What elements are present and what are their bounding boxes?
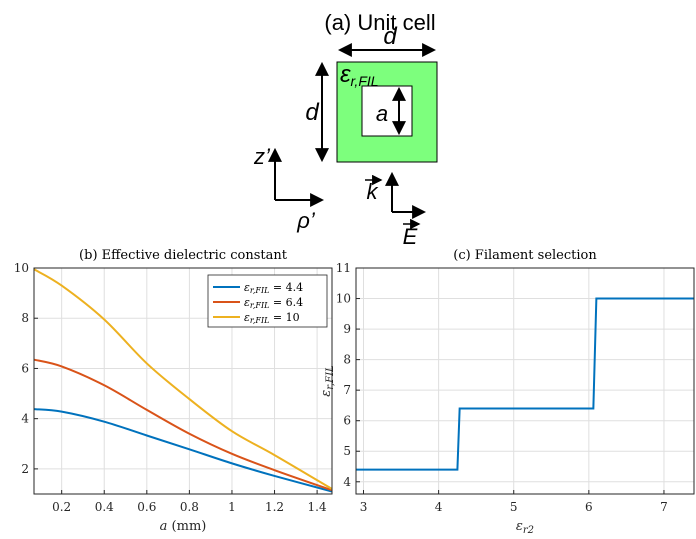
legend-entry-2: εr,FIL = 6.4 [244, 296, 303, 310]
chart-b-title: (b) Effective dielectric constant [79, 248, 288, 263]
label-d-left: d [305, 99, 319, 126]
y-tick-label: 11 [336, 261, 351, 275]
chart-b-xlabel: a (mm) [160, 519, 207, 534]
chart-b-axes-box [33, 267, 333, 495]
y-tick-label: 6 [343, 414, 351, 428]
x-tick-label: 1.4 [308, 500, 327, 514]
chart-c-axes-box [355, 267, 695, 495]
legend-entry-3: εr,FIL = 10 [244, 311, 300, 325]
x-tick-label: 4 [435, 500, 443, 514]
y-tick-label: 10 [336, 292, 351, 306]
x-tick-label: 0.4 [95, 500, 114, 514]
chart-c-xlabel: εr2 [516, 519, 534, 536]
label-rho-prime: ρ’ [296, 208, 316, 233]
y-tick-label: 5 [343, 444, 351, 458]
label-z-prime: z’ [253, 144, 271, 169]
label-k: k [367, 179, 379, 204]
x-tick-label: 3 [360, 500, 368, 514]
x-tick-label: 0.2 [52, 500, 71, 514]
y-tick-label: 4 [343, 475, 351, 489]
y-tick-label: 6 [21, 361, 29, 375]
label-a: a [376, 101, 388, 126]
x-tick-label: 0.6 [137, 500, 156, 514]
chart-b: (b) Effective dielectric constant 0.2 0.4… [14, 248, 333, 534]
series-line-1 [33, 408, 333, 493]
chart-c-ylabel: εr,FIL [319, 365, 336, 397]
label-E: E [403, 224, 418, 249]
y-tick-label: 4 [21, 412, 29, 426]
y-tick-label: 7 [343, 383, 351, 397]
chart-c-grid [356, 267, 694, 494]
chart-c-lines [356, 297, 694, 471]
label-d-top: d [383, 23, 397, 50]
unit-cell-title: (a) Unit cell [324, 10, 435, 35]
chart-b-lines [33, 268, 333, 493]
y-tick-label: 2 [21, 462, 29, 476]
series-line-2 [33, 358, 333, 492]
chart-b-legend: εr,FIL = 4.4εr,FIL = 6.4εr,FIL = 10 [207, 274, 328, 328]
chart-b-ticks: 0.2 0.4 0.6 0.8 1 1.2 1.4 2 4 6 8 10 [14, 261, 327, 514]
x-tick-label: 5 [510, 500, 518, 514]
label-eps-filament: εr,FIL [340, 61, 379, 89]
y-tick-label: 8 [21, 311, 29, 325]
legend-entry-1: εr,FIL = 4.4 [244, 281, 303, 295]
unit-cell-panel: (a) Unit cell d d εr,FIL a z’ ρ’ k E [253, 10, 438, 249]
y-tick-label: 9 [343, 322, 351, 336]
y-tick-label: 10 [14, 261, 29, 275]
y-tick-label: 8 [343, 353, 351, 367]
x-tick-label: 1.2 [265, 500, 284, 514]
x-tick-label: 0.8 [180, 500, 199, 514]
x-tick-label: 6 [585, 500, 593, 514]
step-line [356, 297, 694, 471]
chart-c-title: (c) Filament selection [453, 248, 597, 263]
x-tick-label: 1 [228, 500, 236, 514]
x-tick-label: 7 [660, 500, 668, 514]
series-line-3 [33, 268, 333, 490]
